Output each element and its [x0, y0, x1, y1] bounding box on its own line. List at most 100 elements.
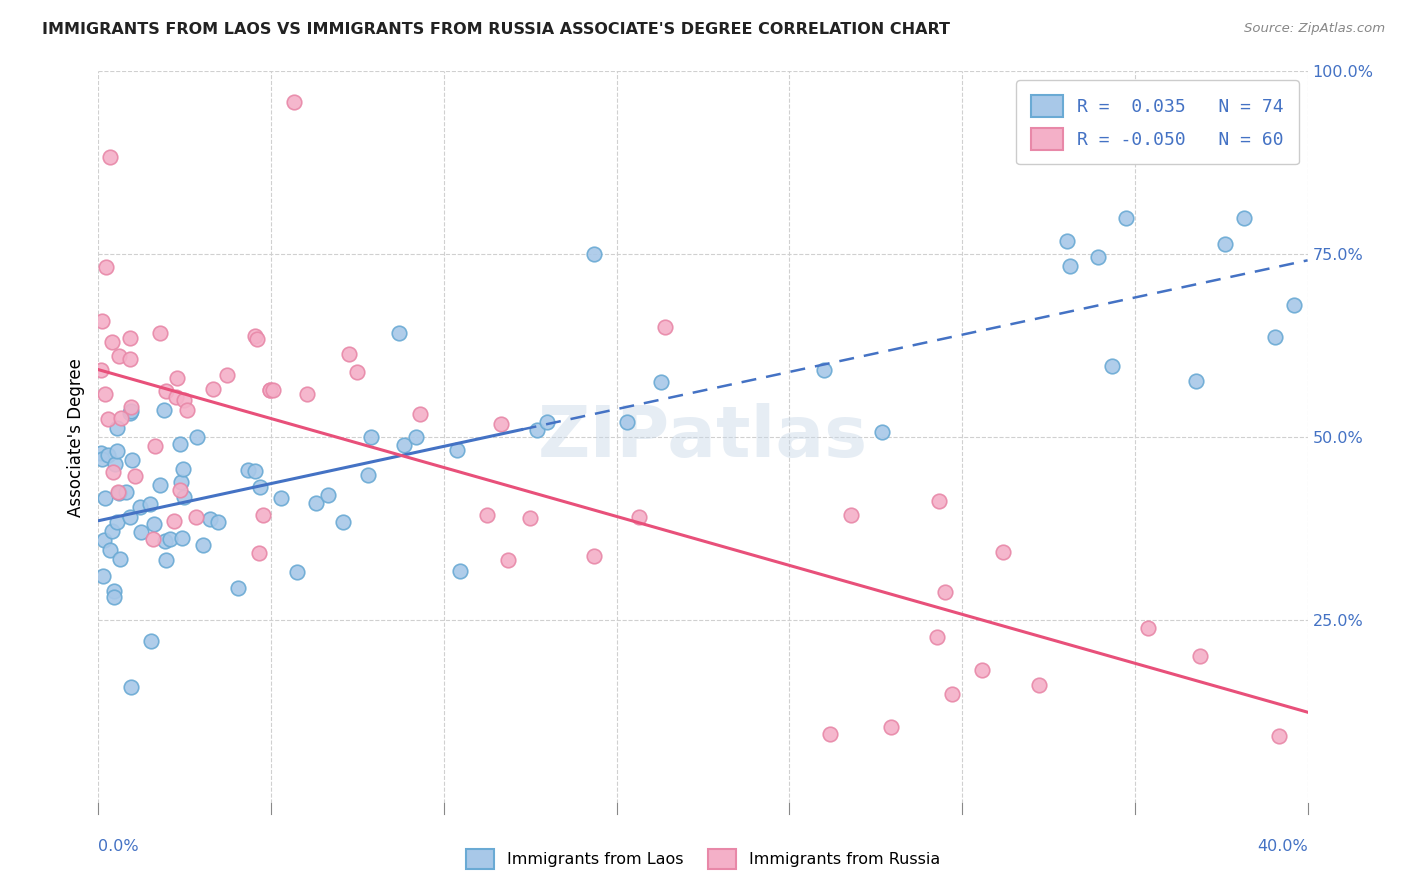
- Point: [1101, 359, 1123, 374]
- Point: [118, 406, 141, 420]
- Point: [243, 329, 266, 343]
- Point: [145, 439, 167, 453]
- Point: [142, 533, 165, 547]
- Point: [207, 515, 229, 529]
- Point: [941, 687, 963, 701]
- Point: [103, 583, 125, 598]
- Point: [246, 332, 269, 346]
- Point: [90, 452, 112, 467]
- Point: [165, 390, 187, 404]
- Point: [305, 496, 328, 510]
- Point: [105, 421, 128, 435]
- Point: [173, 393, 195, 408]
- Point: [198, 512, 221, 526]
- Point: [519, 511, 541, 525]
- Point: [172, 462, 194, 476]
- Point: [496, 553, 519, 567]
- Point: [270, 491, 292, 505]
- Point: [1282, 298, 1305, 312]
- Point: [93, 491, 115, 505]
- Point: [1213, 237, 1236, 252]
- Point: [96, 411, 118, 425]
- Point: [118, 331, 141, 345]
- Point: [295, 386, 318, 401]
- Point: [120, 401, 142, 415]
- Point: [627, 509, 650, 524]
- Point: [129, 524, 152, 539]
- Point: [449, 564, 471, 578]
- Point: [813, 363, 835, 377]
- Point: [100, 334, 122, 349]
- Point: [110, 411, 132, 425]
- Point: [153, 534, 176, 549]
- Text: 0.0%: 0.0%: [98, 839, 139, 855]
- Point: [93, 533, 115, 548]
- Point: [1059, 259, 1081, 273]
- Point: [247, 546, 270, 560]
- Point: [287, 566, 309, 580]
- Point: [155, 553, 177, 567]
- Point: [388, 326, 411, 341]
- Point: [170, 475, 193, 489]
- Point: [121, 453, 143, 467]
- Point: [118, 510, 141, 524]
- Point: [818, 727, 841, 741]
- Text: IMMIGRANTS FROM LAOS VS IMMIGRANTS FROM RUSSIA ASSOCIATE'S DEGREE CORRELATION CH: IMMIGRANTS FROM LAOS VS IMMIGRANTS FROM …: [42, 22, 950, 37]
- Point: [149, 326, 172, 340]
- Point: [925, 631, 948, 645]
- Point: [1137, 621, 1160, 635]
- Text: ZIPatlas: ZIPatlas: [538, 402, 868, 472]
- Point: [105, 444, 128, 458]
- Point: [170, 532, 193, 546]
- Point: [163, 514, 186, 528]
- Point: [176, 402, 198, 417]
- Point: [201, 383, 224, 397]
- Point: [357, 467, 380, 482]
- Y-axis label: Associate's Degree: Associate's Degree: [66, 358, 84, 516]
- Point: [283, 95, 305, 110]
- Point: [149, 477, 172, 491]
- Point: [249, 479, 271, 493]
- Point: [262, 383, 284, 397]
- Point: [169, 436, 191, 450]
- Point: [138, 497, 160, 511]
- Point: [107, 484, 129, 499]
- Point: [94, 260, 117, 275]
- Point: [153, 403, 176, 417]
- Point: [108, 349, 131, 363]
- Point: [98, 150, 121, 164]
- Point: [1189, 648, 1212, 663]
- Point: [446, 443, 468, 458]
- Point: [173, 490, 195, 504]
- Point: [252, 508, 274, 523]
- Point: [1087, 251, 1109, 265]
- Point: [128, 500, 150, 514]
- Point: [139, 633, 162, 648]
- Point: [616, 415, 638, 429]
- Point: [186, 510, 208, 524]
- Point: [337, 347, 360, 361]
- Point: [259, 383, 281, 397]
- Point: [101, 524, 124, 538]
- Point: [526, 423, 548, 437]
- Point: [90, 445, 112, 459]
- Point: [238, 463, 260, 477]
- Point: [1268, 729, 1291, 743]
- Point: [114, 484, 136, 499]
- Point: [118, 352, 141, 367]
- Point: [124, 469, 146, 483]
- Point: [489, 417, 512, 431]
- Point: [90, 314, 112, 328]
- Point: [186, 429, 208, 443]
- Point: [318, 488, 340, 502]
- Point: [107, 486, 129, 500]
- Point: [1028, 678, 1050, 692]
- Point: [991, 545, 1014, 559]
- Point: [1264, 330, 1286, 344]
- Legend: R =  0.035   N = 74, R = -0.050   N = 60: R = 0.035 N = 74, R = -0.050 N = 60: [1017, 80, 1299, 164]
- Point: [880, 720, 903, 734]
- Point: [346, 365, 368, 379]
- Point: [191, 538, 214, 552]
- Point: [90, 362, 112, 376]
- Point: [159, 532, 181, 546]
